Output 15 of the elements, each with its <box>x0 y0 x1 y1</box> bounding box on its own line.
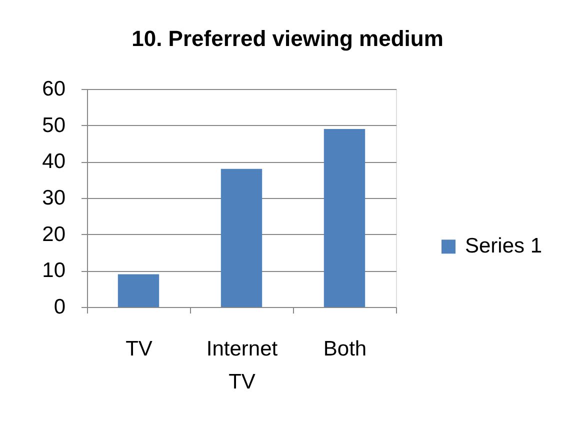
y-tick-label: 20 <box>42 222 66 246</box>
bar <box>118 274 160 307</box>
y-tick-label: 40 <box>42 150 66 174</box>
x-tick-label: Internet TV <box>206 338 278 394</box>
y-tick-label: 10 <box>42 259 66 282</box>
x-tick-label: Both <box>323 338 367 360</box>
y-tick-label: 30 <box>42 186 66 210</box>
chart-title: 10. Preferred viewing medium <box>132 26 444 51</box>
legend-label: Series 1 <box>465 234 542 258</box>
y-tick-label: 60 <box>42 78 66 100</box>
y-tick-label: 0 <box>54 296 66 318</box>
y-tick-label: 50 <box>42 114 66 137</box>
x-tick-label: TV <box>126 338 152 360</box>
bar <box>220 168 262 307</box>
bar <box>324 128 366 307</box>
